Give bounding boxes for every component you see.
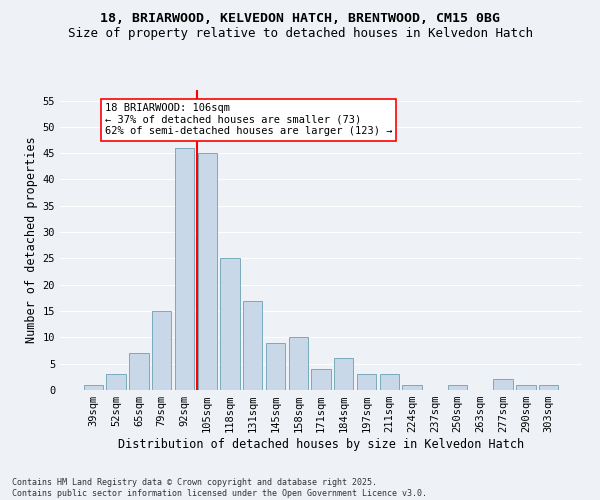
Bar — [129, 353, 149, 390]
Text: Contains HM Land Registry data © Crown copyright and database right 2025.
Contai: Contains HM Land Registry data © Crown c… — [12, 478, 427, 498]
Bar — [152, 311, 172, 390]
Bar — [289, 338, 308, 390]
Bar — [357, 374, 376, 390]
Bar — [84, 384, 103, 390]
Bar — [266, 342, 285, 390]
Text: 18, BRIARWOOD, KELVEDON HATCH, BRENTWOOD, CM15 0BG: 18, BRIARWOOD, KELVEDON HATCH, BRENTWOOD… — [100, 12, 500, 26]
Bar — [493, 380, 513, 390]
X-axis label: Distribution of detached houses by size in Kelvedon Hatch: Distribution of detached houses by size … — [118, 438, 524, 451]
Bar — [197, 153, 217, 390]
Bar — [243, 300, 262, 390]
Bar — [448, 384, 467, 390]
Bar — [220, 258, 239, 390]
Bar — [539, 384, 558, 390]
Bar — [403, 384, 422, 390]
Text: 18 BRIARWOOD: 106sqm
← 37% of detached houses are smaller (73)
62% of semi-detac: 18 BRIARWOOD: 106sqm ← 37% of detached h… — [105, 103, 392, 136]
Y-axis label: Number of detached properties: Number of detached properties — [25, 136, 38, 344]
Bar — [106, 374, 126, 390]
Bar — [311, 369, 331, 390]
Text: Size of property relative to detached houses in Kelvedon Hatch: Size of property relative to detached ho… — [67, 28, 533, 40]
Bar — [380, 374, 399, 390]
Bar — [516, 384, 536, 390]
Bar — [175, 148, 194, 390]
Bar — [334, 358, 353, 390]
